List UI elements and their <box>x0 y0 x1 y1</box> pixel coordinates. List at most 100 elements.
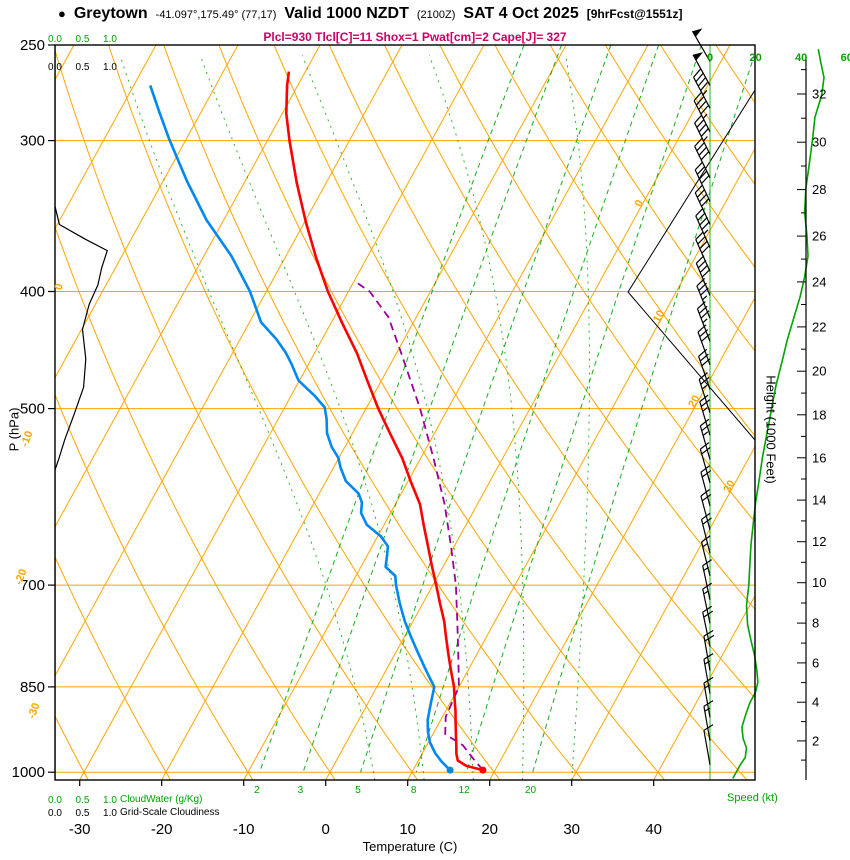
cloudiness-scale-bottom: 0.5 <box>76 808 90 819</box>
barb-half-flag <box>702 90 708 96</box>
moist-adiabat-line <box>428 55 525 780</box>
barb-full-flag <box>699 394 709 403</box>
temperature-tick-label: -20 <box>151 821 173 838</box>
pressure-tick-label: 1000 <box>12 764 45 781</box>
barb-pennant <box>692 28 703 37</box>
barb-staff <box>696 285 711 319</box>
height-tick-label: 26 <box>812 229 826 244</box>
dry-adiabat-line <box>439 45 755 523</box>
dry-adiabat-line <box>715 45 755 104</box>
mixing-ratio-line <box>259 45 525 773</box>
cloudiness-profile-line <box>55 45 108 780</box>
isotherm-line <box>571 445 755 780</box>
barb-staff <box>703 682 711 718</box>
barb-half-flag <box>702 295 708 301</box>
barb-full-flag <box>701 221 710 230</box>
wind-barb <box>699 394 711 436</box>
barb-staff <box>695 215 711 249</box>
barb-staff <box>693 77 711 109</box>
cloudiness-scale-top: 0.5 <box>76 62 90 73</box>
barb-full-flag <box>694 137 703 147</box>
pressure-tick-label: 300 <box>20 133 45 150</box>
mixing-ratio-line <box>466 45 702 773</box>
moist-adiabat-line <box>119 55 376 780</box>
mixing-ratio-label: 3 <box>298 785 304 796</box>
barb-staff <box>703 730 711 765</box>
wind-barb <box>700 489 712 530</box>
wind-barb <box>693 68 711 109</box>
barb-full-flag <box>699 240 708 250</box>
wind-barb <box>693 92 711 133</box>
barb-pennant <box>693 52 703 61</box>
barb-full-flag <box>701 446 711 455</box>
dry-adiabat-line <box>55 48 419 780</box>
barb-staff <box>695 263 711 296</box>
temperature-tick-label: -30 <box>69 821 91 838</box>
barb-full-flag <box>701 198 710 207</box>
height-tick-label: 20 <box>812 364 826 379</box>
cloudwater-scale-top: 0.0 <box>48 34 62 45</box>
barb-staff <box>698 379 711 413</box>
isotherm-label: 20 <box>686 393 702 410</box>
barb-staff <box>695 239 711 272</box>
surface-dewpoint-marker <box>446 766 454 774</box>
barb-staff <box>697 331 711 366</box>
barb-staff <box>699 425 711 460</box>
barb-full-flag <box>700 105 709 115</box>
dry-adiabat-line <box>55 225 336 780</box>
temperature-tick-label: 20 <box>481 821 498 838</box>
barb-full-flag <box>693 68 701 78</box>
barb-full-flag <box>699 418 710 427</box>
barb-full-flag <box>697 77 706 87</box>
cloudwater-scale-bottom: 0.0 <box>48 795 62 806</box>
barb-full-flag <box>698 348 708 357</box>
barb-half-flag <box>702 542 708 548</box>
mixing-ratio-label: 12 <box>459 785 471 796</box>
barb-full-flag <box>701 269 711 278</box>
height-tick-label: 8 <box>812 616 819 631</box>
barb-full-flag <box>703 724 714 731</box>
height-tick-label: 6 <box>812 655 819 670</box>
cloudwater-scale-bottom: 1.0 <box>103 795 117 806</box>
height-tick-label: 32 <box>812 87 826 102</box>
wind-barb <box>695 207 711 249</box>
moist-adiabat-line <box>301 55 474 780</box>
mixing-ratio-line <box>415 45 660 773</box>
isotherm-line <box>55 45 239 379</box>
isotherm-line <box>653 594 755 780</box>
barb-half-flag <box>702 407 708 412</box>
mixing-ratio-label: 20 <box>525 785 537 796</box>
dry-adiabat-label: -30 <box>26 701 43 720</box>
barb-half-flag <box>702 113 708 119</box>
barb-staff <box>700 519 711 554</box>
wind-barb <box>700 465 712 507</box>
wind-barb <box>699 442 711 483</box>
height-tick-label: 10 <box>812 575 826 590</box>
speed-tick-label: 0 <box>707 52 713 64</box>
wind-barb <box>692 52 711 86</box>
barb-full-flag <box>696 189 706 198</box>
wind-barb <box>698 372 711 413</box>
wind-barb <box>695 255 711 296</box>
barb-staff <box>703 706 711 741</box>
isotherm-label: 30 <box>721 478 737 495</box>
barb-full-flag <box>700 489 710 497</box>
dry-adiabat-line <box>328 45 755 700</box>
mixing-ratio-line <box>302 45 562 773</box>
barb-full-flag <box>700 376 710 385</box>
isotherm-line <box>55 45 321 528</box>
barb-full-flag <box>694 114 703 124</box>
cloudiness-scale-top: 0.0 <box>48 62 62 73</box>
isotherm-line <box>489 296 755 780</box>
barb-staff <box>696 308 711 342</box>
mixing-ratio-line <box>360 45 612 773</box>
pressure-tick-label: 850 <box>20 679 45 696</box>
temperature-tick-label: 30 <box>563 821 580 838</box>
barb-full-flag <box>696 142 705 152</box>
barb-staff <box>699 448 711 483</box>
barb-half-flag <box>702 318 708 324</box>
dry-adiabat-line <box>218 45 665 780</box>
barb-full-flag <box>701 175 710 184</box>
height-tick-label: 4 <box>812 695 819 710</box>
